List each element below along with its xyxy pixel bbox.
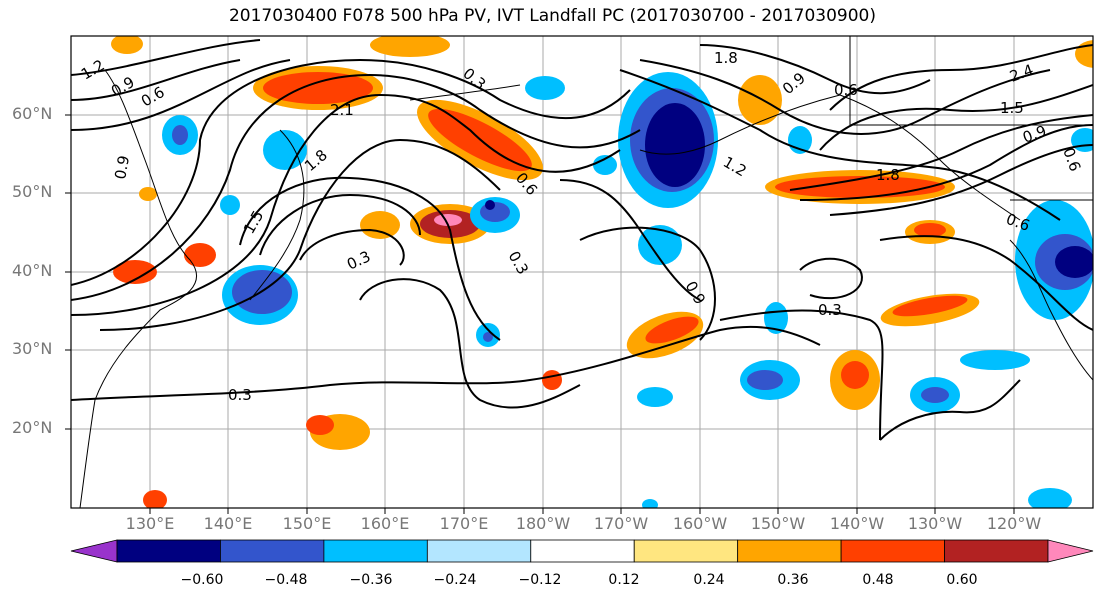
lon-label: 150°W	[750, 514, 806, 533]
pv-contours	[71, 39, 1093, 441]
contour-label: 0.9	[779, 69, 809, 98]
lon-label: 170°W	[593, 514, 649, 533]
lon-label: 160°E	[360, 514, 410, 533]
contour-label: 1.5	[1000, 99, 1024, 117]
lon-label: 180°W	[515, 514, 571, 533]
lat-label-50n: 50°N	[12, 182, 53, 201]
colorbar-tick-label: −0.60	[180, 572, 224, 588]
lat-label-20n: 20°N	[12, 418, 53, 437]
colorbar-extend-low	[70, 539, 118, 563]
contour-label: 1.2	[720, 153, 750, 181]
colorbar-tick-label: 0.60	[946, 572, 978, 588]
contour-label: 0.3	[344, 247, 373, 273]
contour-label: 1.8	[714, 49, 738, 67]
colorbar-segment	[220, 539, 325, 563]
colorbar-tick-label: 0.48	[862, 572, 894, 588]
colorbar-segment	[944, 539, 1049, 563]
coastlines	[79, 36, 1093, 508]
colorbar-segment	[323, 539, 428, 563]
contour-label: 0.6	[834, 81, 858, 99]
colorbar-segment	[737, 539, 842, 563]
lat-label-60n: 60°N	[12, 104, 53, 123]
lon-label: 170°E	[439, 514, 489, 533]
colorbar-tick-label: 0.36	[777, 572, 809, 588]
contour-label: 0.9	[111, 154, 133, 181]
contour-label: 0.3	[228, 386, 252, 404]
lon-label: 130°E	[125, 514, 175, 533]
gridlines	[71, 36, 1093, 508]
contour-label: 0.9	[682, 278, 710, 308]
colorbar-segment	[530, 539, 635, 563]
colorbar-tick-label: −0.24	[433, 572, 477, 588]
shading-negative	[162, 72, 1093, 508]
colorbar-segment	[426, 539, 532, 563]
lon-label: 150°E	[282, 514, 332, 533]
map-title: 2017030400 F078 500 hPa PV, IVT Landfall…	[228, 6, 876, 26]
colorbar-segment	[633, 539, 739, 563]
colorbar-extend-high	[1047, 539, 1094, 563]
colorbar-tick-label: 0.12	[608, 572, 640, 588]
colorbar-tick-label: −0.48	[264, 572, 308, 588]
lon-label: 120°W	[986, 514, 1042, 533]
colorbar-segment	[840, 539, 945, 563]
contour-label: 1.8	[876, 166, 900, 184]
colorbar-tick-label: −0.36	[349, 572, 393, 588]
lon-label: 140°E	[203, 514, 253, 533]
lat-label-30n: 30°N	[12, 339, 53, 358]
lon-label: 130°W	[907, 514, 963, 533]
axis-ticks	[65, 114, 1015, 514]
lon-label: 160°W	[672, 514, 728, 533]
colorbar-segment	[116, 539, 221, 563]
colorbar-tick-label: −0.12	[518, 572, 562, 588]
lat-label-40n: 40°N	[12, 261, 53, 280]
contour-label: 0.3	[505, 248, 533, 278]
colorbar	[70, 539, 1094, 563]
contour-label: 0.3	[818, 301, 842, 319]
lon-label: 140°W	[829, 514, 885, 533]
colorbar-tick-label: 0.24	[693, 572, 725, 588]
contour-label: 2.4	[1007, 61, 1036, 86]
contour-label: 2.1	[330, 101, 354, 119]
contour-label: 1.2	[78, 56, 108, 84]
